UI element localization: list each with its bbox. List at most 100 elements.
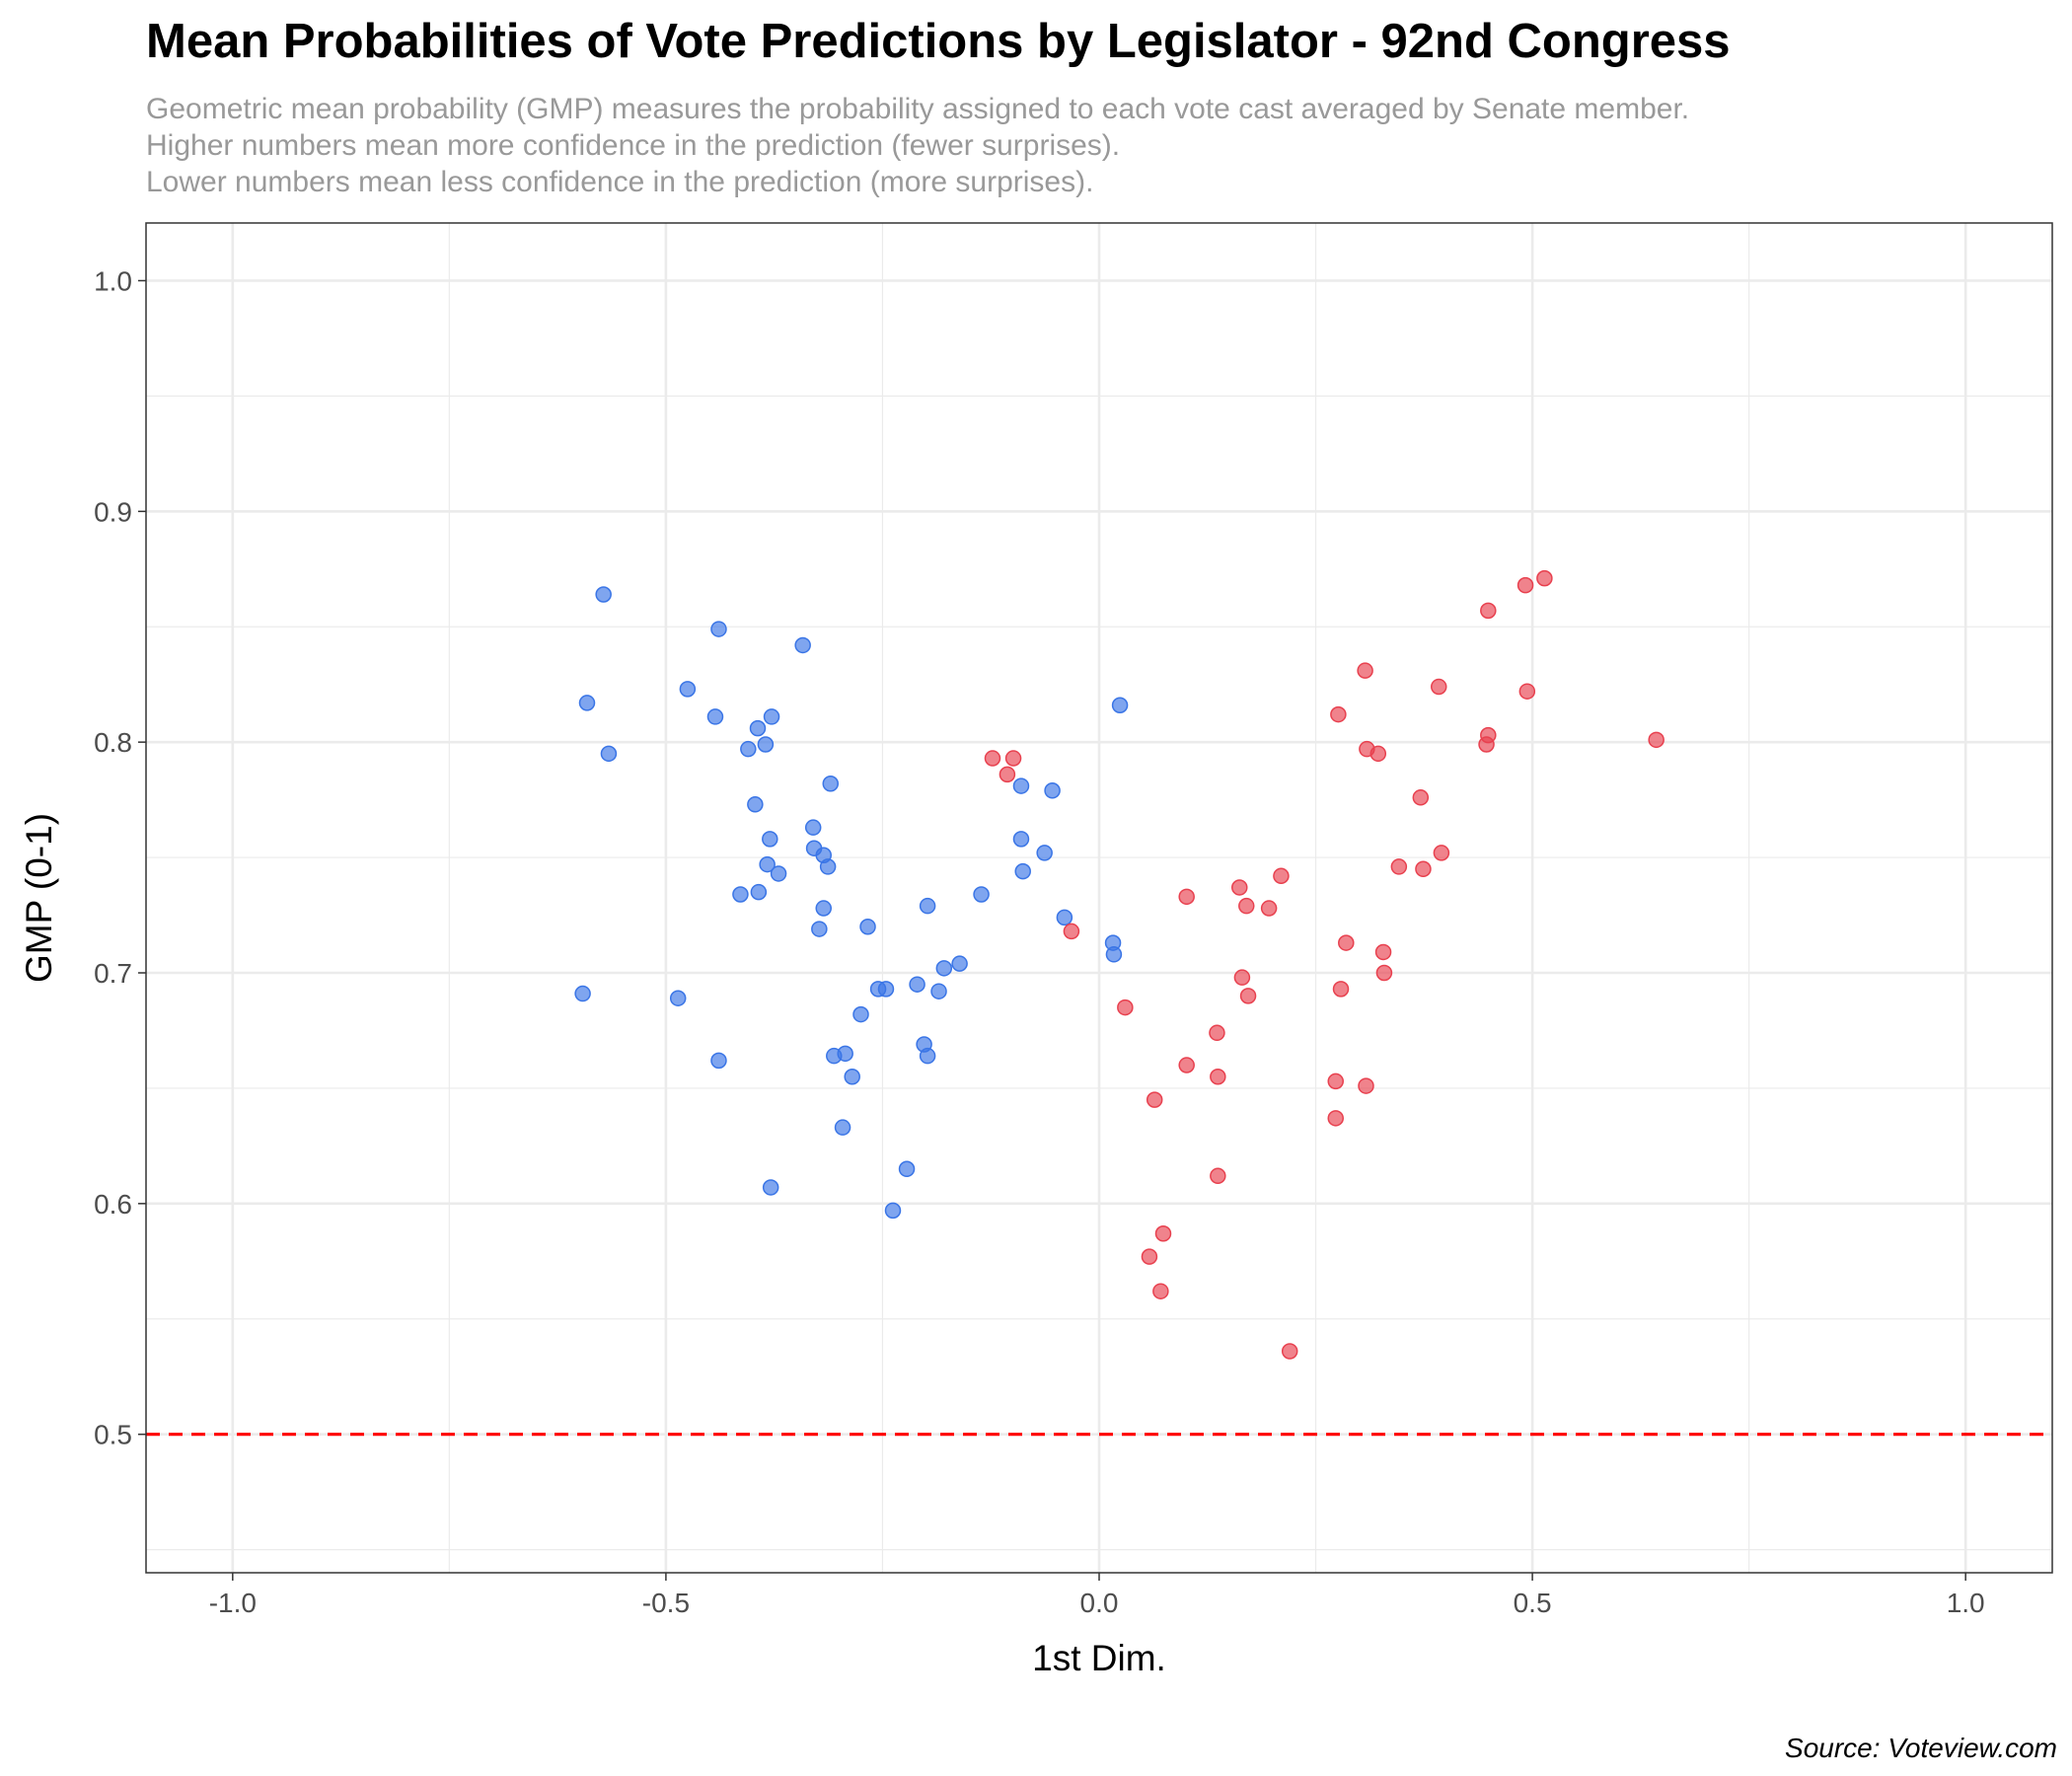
source-caption: Source: Voteview.com <box>1785 1733 2057 1763</box>
data-point <box>770 865 787 882</box>
data-point <box>1327 1110 1344 1127</box>
data-point <box>935 960 953 977</box>
data-point <box>750 883 768 901</box>
data-point <box>1536 569 1553 587</box>
data-point <box>1178 888 1195 906</box>
data-point <box>762 1179 779 1196</box>
subtitle-line-2: Higher numbers mean more confidence in t… <box>146 129 1121 162</box>
data-point <box>1430 678 1447 696</box>
data-point <box>1332 981 1350 998</box>
data-point <box>749 719 767 737</box>
data-point <box>837 1045 853 1063</box>
x-tick-label: 0.0 <box>1080 1588 1119 1618</box>
data-point <box>679 681 697 698</box>
data-point <box>1056 909 1073 926</box>
data-point <box>984 750 1001 767</box>
data-point <box>710 621 727 637</box>
data-point <box>740 740 757 758</box>
data-point <box>951 955 968 972</box>
data-point <box>1239 988 1257 1004</box>
data-point <box>1178 1057 1195 1073</box>
data-point <box>1146 1091 1163 1108</box>
data-point <box>1036 845 1053 861</box>
data-point <box>811 921 828 937</box>
data-point <box>1210 1167 1226 1185</box>
data-point <box>1330 705 1347 723</box>
data-point <box>1327 1073 1344 1090</box>
data-point <box>1012 777 1030 794</box>
data-point <box>859 918 876 935</box>
data-point <box>669 990 687 1006</box>
data-point <box>1281 1343 1298 1360</box>
data-point <box>884 1202 902 1220</box>
chart-subtitle: Geometric mean probability (GMP) measure… <box>146 91 1689 200</box>
data-point <box>1375 964 1393 982</box>
data-point <box>794 636 811 654</box>
data-point <box>732 886 749 903</box>
data-point <box>1105 946 1123 963</box>
y-tick-label: 1.0 <box>94 265 132 296</box>
data-point <box>815 900 832 917</box>
y-tick-label: 0.9 <box>94 496 132 527</box>
y-tick-label: 0.6 <box>94 1189 132 1220</box>
data-point <box>1480 602 1497 620</box>
y-tick-label: 0.8 <box>94 727 132 758</box>
data-point <box>747 796 764 813</box>
data-point <box>930 983 947 999</box>
data-point <box>1478 736 1495 753</box>
y-axis-title: GMP (0-1) <box>19 813 59 983</box>
data-point <box>1063 923 1080 940</box>
data-point <box>1004 750 1022 767</box>
data-point <box>898 1160 916 1178</box>
data-point <box>1433 845 1450 861</box>
data-point <box>578 695 596 711</box>
data-point <box>574 985 591 1002</box>
data-point <box>762 831 778 848</box>
data-point <box>1390 858 1408 875</box>
data-point <box>1273 867 1290 885</box>
data-point <box>595 586 612 603</box>
data-point <box>1358 1077 1374 1094</box>
data-point <box>909 976 925 993</box>
y-tick-label: 0.5 <box>94 1420 132 1450</box>
data-point <box>1338 934 1355 951</box>
data-point <box>919 897 936 915</box>
x-tick-label: 1.0 <box>1947 1588 1985 1618</box>
data-point <box>1012 831 1030 848</box>
data-point <box>1209 1024 1225 1042</box>
data-point <box>1374 943 1392 961</box>
data-point <box>1152 1283 1169 1299</box>
data-point <box>757 736 775 753</box>
data-point <box>1014 862 1031 880</box>
data-point <box>999 766 1016 783</box>
data-point <box>759 855 776 873</box>
x-axis-ticks: -1.0 -0.5 0.0 0.5 1.0 <box>209 1573 1985 1618</box>
data-point <box>1210 1068 1226 1085</box>
data-point <box>1238 897 1255 915</box>
data-point <box>844 1068 860 1085</box>
data-point <box>1648 731 1665 749</box>
data-point <box>804 819 822 836</box>
data-point <box>1231 879 1248 896</box>
y-axis-ticks: 0.5 0.6 0.7 0.8 0.9 1.0 <box>94 265 146 1450</box>
data-points <box>574 569 1665 1360</box>
data-point <box>1517 576 1534 594</box>
data-point <box>1412 789 1430 806</box>
data-point <box>706 708 724 725</box>
major-gridlines <box>146 223 2052 1573</box>
data-point <box>763 708 780 725</box>
data-point <box>1260 900 1278 917</box>
y-tick-label: 0.7 <box>94 958 132 989</box>
data-point <box>973 886 990 903</box>
x-tick-label: -0.5 <box>642 1588 690 1618</box>
data-point <box>877 981 895 998</box>
data-point <box>1117 999 1134 1016</box>
data-point <box>834 1119 851 1136</box>
data-point <box>1141 1248 1158 1265</box>
subtitle-line-3: Lower numbers mean less confidence in th… <box>146 166 1094 198</box>
x-axis-title: 1st Dim. <box>1032 1638 1166 1678</box>
x-tick-label: -1.0 <box>209 1588 257 1618</box>
data-point <box>1154 1224 1172 1242</box>
data-point <box>600 745 618 763</box>
